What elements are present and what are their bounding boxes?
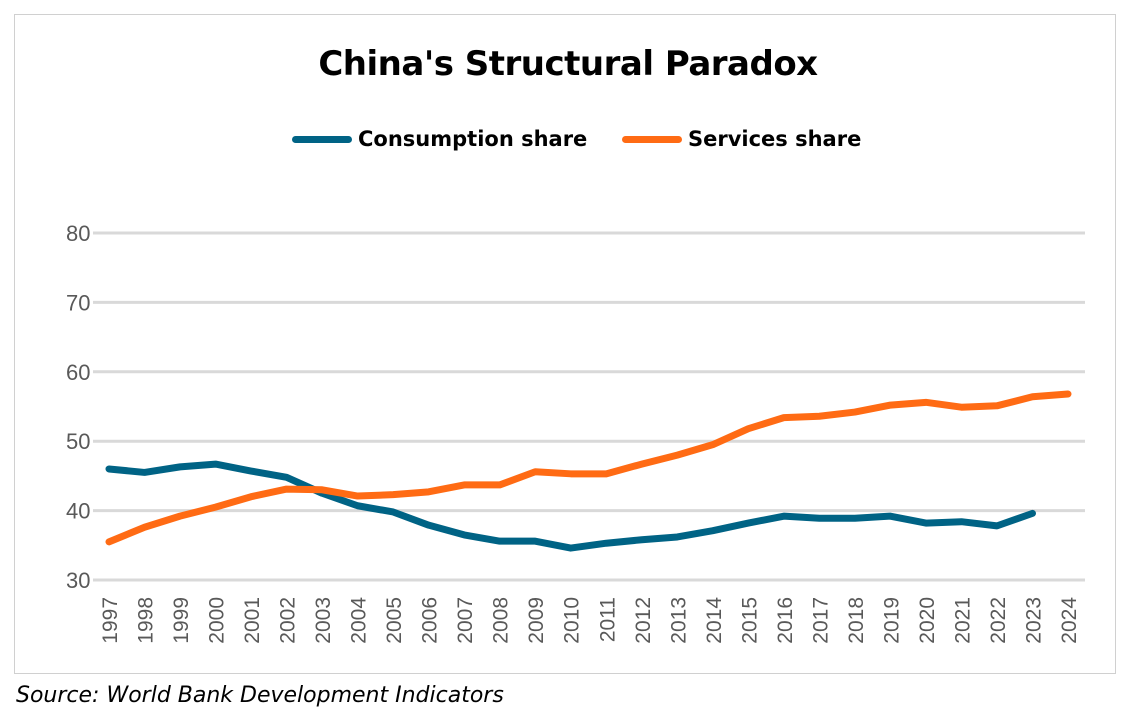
legend-swatch-services [622, 135, 682, 143]
x-tick-label: 2005 [383, 597, 406, 644]
x-tick-label: 2000 [206, 597, 229, 644]
x-tick-label: 2015 [738, 597, 761, 644]
series-line-services [105, 390, 1072, 546]
x-tick-label: 2023 [1022, 597, 1045, 644]
x-tick-label: 2004 [348, 597, 371, 644]
x-tick-label: 2012 [632, 597, 655, 644]
legend-item-consumption: Consumption share [292, 127, 587, 151]
y-tick-label: 70 [66, 290, 90, 315]
legend-label-consumption: Consumption share [358, 127, 588, 151]
x-tick-label: 2013 [667, 597, 690, 644]
y-tick-label: 80 [66, 221, 90, 246]
x-tick-label: 2002 [277, 597, 300, 644]
x-tick-label: 2021 [951, 597, 974, 644]
x-tick-label: 2020 [916, 597, 939, 644]
x-tick-label: 2019 [880, 597, 903, 644]
x-tick-label: 2016 [774, 597, 797, 644]
legend-label-services: Services share [688, 127, 862, 151]
x-tick-label: 1998 [135, 597, 158, 644]
x-tick-label: 1997 [99, 597, 122, 644]
legend-item-services: Services share [622, 127, 861, 151]
chart-title: China's Structural Paradox [318, 44, 818, 84]
y-tick-label: 50 [66, 429, 90, 454]
x-tick-label: 2003 [312, 597, 335, 644]
x-tick-label: 2008 [490, 597, 513, 644]
x-tick-label: 2011 [596, 597, 619, 642]
x-tick-label: 2014 [703, 597, 726, 644]
chart-frame [14, 14, 1116, 674]
y-tick-label: 40 [66, 499, 90, 524]
x-tick-label: 2006 [419, 597, 442, 644]
x-tick-label: 2018 [845, 597, 868, 644]
x-tick-label: 2009 [525, 597, 548, 644]
x-tick-label: 2024 [1058, 597, 1081, 644]
x-tick-label: 2022 [987, 597, 1010, 644]
x-tick-label: 2010 [561, 597, 584, 644]
y-tick-label: 30 [66, 568, 90, 593]
source-note: Source: World Bank Development Indicator… [16, 683, 504, 708]
x-tick-label: 1999 [170, 597, 193, 644]
x-tick-label: 2017 [809, 597, 832, 644]
y-tick-label: 60 [66, 360, 90, 385]
legend-swatch-consumption [292, 135, 352, 143]
x-tick-label: 2007 [454, 597, 477, 644]
x-tick-label: 2001 [241, 597, 264, 644]
